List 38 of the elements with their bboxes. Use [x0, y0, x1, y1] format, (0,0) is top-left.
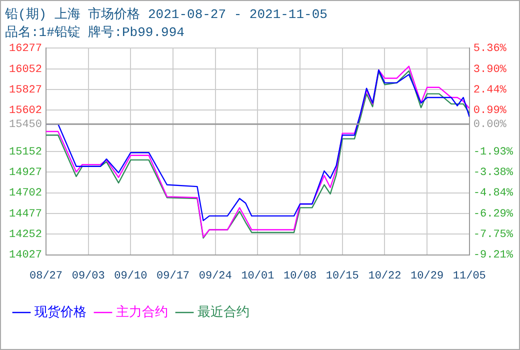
y-tick-label: 14477 — [8, 208, 42, 220]
y2-tick-label: -3.38% — [473, 167, 514, 180]
legend-label: 现货价格 — [34, 304, 86, 320]
x-tick-label: 10/08 — [284, 270, 317, 282]
y2-tick-label: -9.21% — [473, 250, 514, 262]
x-tick-label: 09/17 — [156, 270, 190, 282]
x-tick-label: 10/01 — [241, 270, 275, 282]
y-tick-label: 14027 — [8, 250, 42, 262]
x-tick-label: 08/27 — [30, 270, 63, 282]
y-tick-label: 15152 — [8, 146, 42, 158]
y2-tick-label: -1.93% — [473, 146, 514, 158]
chart-title: 铅(期) 上海 市场价格 2021-08-27 - 2021-11-05 — [4, 7, 328, 22]
chart-subtitle: 品名:1#铅锭 牌号:Pb99.994 — [5, 24, 185, 40]
y2-tick-label: 3.90% — [473, 64, 507, 76]
y-tick-label: 15450 — [8, 119, 42, 132]
y-tick-label: 14252 — [8, 229, 42, 242]
y-tick-label: 14702 — [8, 188, 42, 200]
y-tick-label: 15602 — [8, 105, 42, 118]
y2-tick-label: 0.99% — [473, 105, 507, 118]
x-tick-label: 09/03 — [72, 270, 105, 282]
legend-label: 最近合约 — [198, 304, 250, 320]
x-tick-label: 10/29 — [410, 270, 444, 282]
y2-tick-label: 0.00% — [473, 119, 507, 132]
y2-tick-label: -7.75% — [473, 229, 514, 242]
y-tick-label: 15827 — [8, 84, 42, 96]
y2-tick-label: -4.84% — [473, 188, 514, 200]
x-tick-label: 11/05 — [452, 270, 486, 282]
y2-tick-label: 5.36% — [473, 43, 507, 56]
y2-tick-label: 2.44% — [473, 84, 507, 97]
x-tick-label: 10/22 — [368, 270, 402, 282]
x-tick-label: 09/10 — [114, 270, 148, 282]
y-tick-label: 16277 — [8, 43, 42, 56]
legend-label: 主力合约 — [116, 304, 168, 320]
y2-tick-label: -6.29% — [473, 208, 514, 220]
y-tick-label: 16052 — [8, 64, 42, 76]
y-tick-label: 14927 — [8, 167, 42, 180]
x-tick-label: 09/24 — [198, 270, 232, 282]
x-tick-label: 10/15 — [326, 270, 359, 282]
